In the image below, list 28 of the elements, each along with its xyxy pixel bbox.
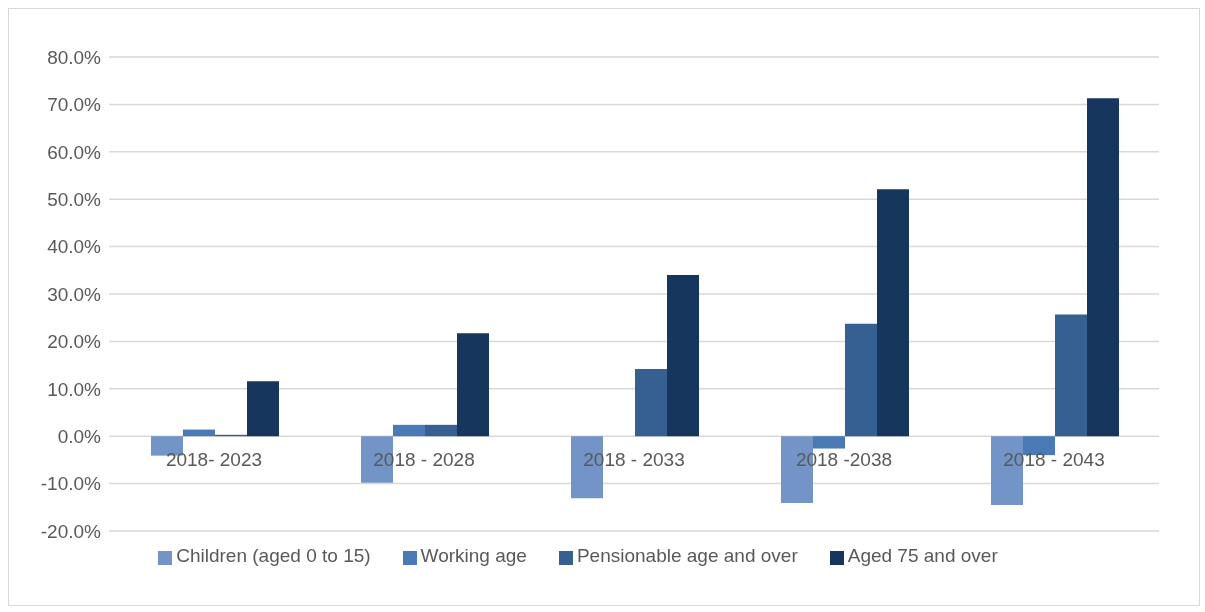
bar (667, 275, 699, 437)
y-tick-label: 60.0% (47, 141, 102, 163)
y-tick-label: 10.0% (47, 378, 102, 400)
bar (247, 381, 279, 437)
y-tick-label: 20.0% (47, 331, 102, 353)
y-tick-label: 50.0% (47, 188, 102, 210)
y-tick-label: 0.0% (57, 425, 102, 447)
bar (845, 323, 877, 437)
legend-label: Children (aged 0 to 15) (176, 545, 371, 566)
y-tick-label: 70.0% (47, 94, 102, 116)
legend-label: Working age (420, 545, 527, 566)
bar (1087, 98, 1119, 437)
y-tick-label: 80.0% (47, 46, 102, 68)
bar (635, 368, 667, 437)
legend-label: Aged 75 and over (847, 545, 998, 566)
y-tick-label: -10.0% (40, 473, 102, 495)
y-tick-label: -20.0% (40, 520, 102, 542)
x-tick-label: 2018- 2023 (165, 449, 263, 471)
bar (393, 424, 425, 437)
bar (183, 429, 215, 437)
bar (1055, 314, 1087, 437)
bar (425, 424, 457, 437)
y-tick-label: 40.0% (47, 236, 102, 258)
bar (813, 436, 845, 449)
y-tick-label: 30.0% (47, 283, 102, 305)
legend-label: Pensionable age and over (576, 545, 798, 566)
bar (457, 333, 489, 437)
bar (877, 189, 909, 437)
